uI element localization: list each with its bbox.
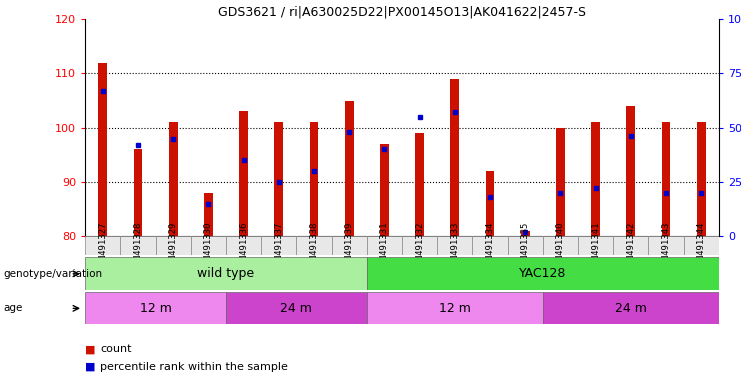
Text: GSM491335: GSM491335	[521, 222, 530, 270]
Text: GSM491336: GSM491336	[239, 222, 248, 270]
Bar	[437, 236, 472, 255]
Bar	[367, 236, 402, 255]
Bar	[261, 236, 296, 255]
Text: GSM491340: GSM491340	[556, 222, 565, 270]
Bar	[367, 257, 719, 290]
Text: GSM491329: GSM491329	[169, 222, 178, 270]
Bar	[415, 133, 424, 236]
Bar	[578, 236, 614, 255]
Bar	[662, 122, 671, 236]
Bar	[331, 236, 367, 255]
Bar	[85, 292, 226, 324]
Text: GSM491339: GSM491339	[345, 222, 353, 270]
Text: 24 m: 24 m	[280, 302, 313, 314]
Text: wild type: wild type	[197, 267, 255, 280]
Bar	[133, 149, 142, 236]
Bar	[591, 122, 600, 236]
Text: GSM491342: GSM491342	[626, 222, 635, 270]
Bar	[204, 193, 213, 236]
Bar	[120, 236, 156, 255]
Bar	[451, 79, 459, 236]
Bar	[99, 63, 107, 236]
Bar	[191, 236, 226, 255]
Text: GSM491337: GSM491337	[274, 222, 283, 270]
Text: GSM491327: GSM491327	[99, 222, 107, 270]
Bar	[367, 292, 542, 324]
Text: ■: ■	[85, 362, 96, 372]
Text: ■: ■	[85, 344, 96, 354]
Text: GSM491332: GSM491332	[415, 222, 424, 270]
Title: GDS3621 / ri|A630025D22|PX00145O13|AK041622|2457-S: GDS3621 / ri|A630025D22|PX00145O13|AK041…	[218, 5, 586, 18]
Text: GSM491344: GSM491344	[697, 222, 705, 270]
Text: YAC128: YAC128	[519, 267, 566, 280]
Text: 12 m: 12 m	[139, 302, 172, 314]
Text: GSM491328: GSM491328	[133, 222, 142, 270]
Bar	[402, 236, 437, 255]
Bar	[614, 236, 648, 255]
Bar	[85, 236, 120, 255]
Bar	[239, 111, 248, 236]
Text: percentile rank within the sample: percentile rank within the sample	[100, 362, 288, 372]
Bar	[226, 236, 261, 255]
Bar	[521, 231, 530, 236]
Text: GSM491331: GSM491331	[380, 222, 389, 270]
Bar	[472, 236, 508, 255]
Bar	[542, 236, 578, 255]
Text: GSM491341: GSM491341	[591, 222, 600, 270]
Text: GSM491330: GSM491330	[204, 222, 213, 270]
Text: GSM491338: GSM491338	[310, 222, 319, 270]
Text: GSM491343: GSM491343	[662, 222, 671, 270]
Bar	[85, 257, 367, 290]
Bar	[226, 292, 367, 324]
Bar	[296, 236, 331, 255]
Bar	[380, 144, 389, 236]
Bar	[683, 236, 719, 255]
Text: genotype/variation: genotype/variation	[4, 269, 103, 279]
Bar	[542, 292, 719, 324]
Text: 12 m: 12 m	[439, 302, 471, 314]
Bar	[156, 236, 191, 255]
Bar	[556, 127, 565, 236]
Text: count: count	[100, 344, 132, 354]
Bar	[169, 122, 178, 236]
Bar	[274, 122, 283, 236]
Bar	[508, 236, 542, 255]
Bar	[626, 106, 635, 236]
Text: GSM491333: GSM491333	[451, 222, 459, 270]
Text: GSM491334: GSM491334	[485, 222, 494, 270]
Text: age: age	[4, 303, 23, 313]
Bar	[697, 122, 705, 236]
Text: 24 m: 24 m	[615, 302, 647, 314]
Bar	[345, 101, 353, 236]
Bar	[310, 122, 319, 236]
Bar	[648, 236, 683, 255]
Bar	[485, 171, 494, 236]
